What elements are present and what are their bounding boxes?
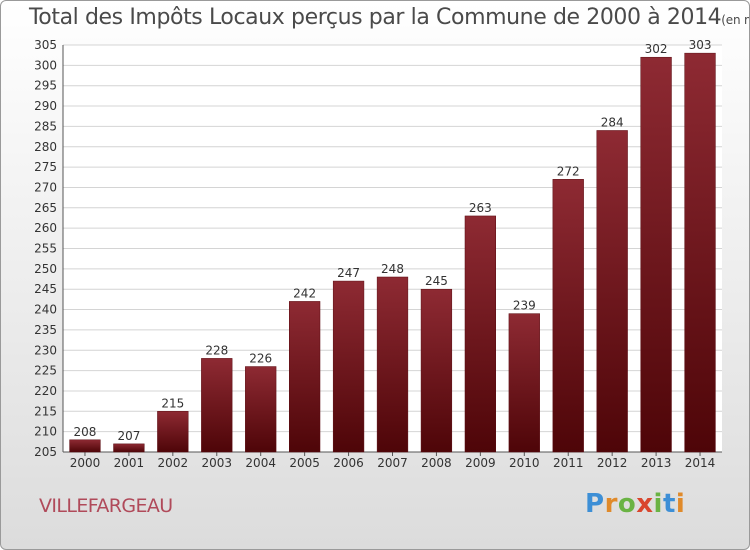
y-tick-label: 225 <box>34 364 57 378</box>
data-label: 239 <box>513 299 536 313</box>
x-tick-label: 2003 <box>201 456 232 470</box>
x-tick-label: 2002 <box>158 456 189 470</box>
y-tick-label: 250 <box>34 262 57 276</box>
data-label: 272 <box>557 164 580 178</box>
bar <box>508 313 540 453</box>
x-tick-label: 2005 <box>289 456 320 470</box>
x-tick-label: 2009 <box>465 456 496 470</box>
data-label: 302 <box>645 42 668 56</box>
x-tick-label: 2013 <box>641 456 672 470</box>
x-tick-label: 2006 <box>333 456 364 470</box>
y-tick-label: 205 <box>34 445 57 459</box>
y-tick-label: 300 <box>34 58 57 72</box>
y-tick-label: 210 <box>34 425 57 439</box>
chart-title-row: Total des Impôts Locaux perçus par la Co… <box>29 5 749 30</box>
y-tick-label: 260 <box>34 221 57 235</box>
bar <box>596 130 628 453</box>
y-tick-label: 215 <box>34 404 57 418</box>
bar <box>376 276 409 453</box>
y-tick-label: 240 <box>34 303 57 317</box>
data-label: 207 <box>117 429 140 443</box>
logo-letter: r <box>604 489 618 519</box>
labels: 205 210 215 220 225 230 235 240 245 250 255 260 265 2… <box>34 38 715 470</box>
bar <box>201 358 233 453</box>
bar <box>684 52 716 453</box>
data-label: 303 <box>689 38 712 52</box>
y-tick-label: 280 <box>34 140 57 154</box>
logo-letter: i <box>675 489 686 519</box>
bar <box>464 215 496 453</box>
bar <box>289 301 321 453</box>
bar <box>332 280 365 453</box>
x-tick-label: 2011 <box>553 456 584 470</box>
proxiti-logo[interactable]: Proxiti <box>585 489 685 519</box>
y-tick-label: 235 <box>34 323 57 337</box>
data-label: 245 <box>425 274 448 288</box>
x-tick-label: 2001 <box>114 456 145 470</box>
y-tick-label: 270 <box>34 180 57 194</box>
data-label: 215 <box>161 396 184 410</box>
logo-letter: x <box>636 489 654 519</box>
bar <box>552 179 584 453</box>
x-tick-label: 2000 <box>70 456 101 470</box>
logo-letter: o <box>617 489 637 519</box>
x-tick-label: 2007 <box>377 456 408 470</box>
chart-subtitle: (en milliers d'€) <box>721 13 749 27</box>
logo-letter: P <box>585 489 605 519</box>
bar <box>69 439 101 453</box>
data-label: 263 <box>469 201 492 215</box>
data-label: 247 <box>337 266 360 280</box>
y-tick-label: 245 <box>34 282 57 296</box>
y-tick-label: 220 <box>34 384 57 398</box>
data-label: 284 <box>601 115 624 129</box>
y-tick-label: 285 <box>34 119 57 133</box>
bar <box>640 56 672 453</box>
logo-letter: i <box>653 489 663 519</box>
data-label: 228 <box>205 343 228 357</box>
bar <box>245 366 277 453</box>
data-label: 248 <box>381 262 404 276</box>
data-label: 242 <box>293 286 316 300</box>
bar <box>113 443 145 453</box>
y-tick-label: 305 <box>34 38 57 52</box>
x-tick-label: 2008 <box>421 456 452 470</box>
x-tick-label: 2010 <box>509 456 540 470</box>
commune-name: VILLEFARGEAU <box>39 495 173 517</box>
x-tick-label: 2004 <box>245 456 276 470</box>
y-tick-label: 275 <box>34 160 57 174</box>
y-tick-label: 230 <box>34 343 57 357</box>
bar <box>420 288 453 453</box>
data-label: 208 <box>74 425 97 439</box>
y-tick-label: 255 <box>34 242 57 256</box>
bar <box>157 411 189 453</box>
y-tick-label: 265 <box>34 201 57 215</box>
data-label: 226 <box>249 352 272 366</box>
x-tick-label: 2012 <box>597 456 628 470</box>
x-tick-label: 2014 <box>685 456 716 470</box>
y-tick-label: 290 <box>34 99 57 113</box>
bars <box>69 52 716 453</box>
y-tick-label: 295 <box>34 79 57 93</box>
logo-letter: t <box>662 489 676 519</box>
chart-title: Total des Impôts Locaux perçus par la Co… <box>29 5 722 30</box>
